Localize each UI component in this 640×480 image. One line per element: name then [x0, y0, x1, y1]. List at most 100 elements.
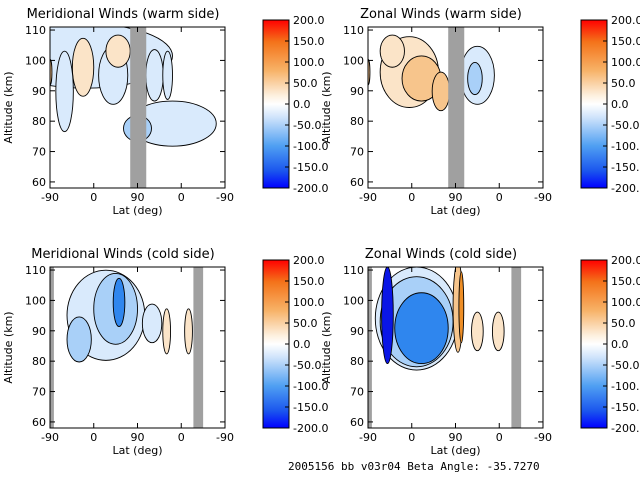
contour-line — [368, 58, 371, 86]
contour-region — [72, 38, 94, 97]
chart-panel-1: 60 70 80 90 100 110 -90 0 90 0 -90 Meridional Winds… — [2, 7, 328, 217]
contour-line — [184, 308, 193, 355]
footer-info: 2005156 bb v03r04 Beta Angle: -35.7270 — [288, 460, 540, 473]
contour-line — [394, 292, 449, 365]
colorbar-tick-label: -100.0 — [293, 380, 328, 393]
colorbar-tick-label: -150.0 — [611, 401, 640, 414]
colorbar-tick-label: 0.0 — [293, 98, 311, 111]
data-gap — [193, 267, 204, 428]
y-axis-label: Altitude (km) — [320, 311, 333, 383]
y-tick-label: 70 — [32, 146, 46, 159]
colorbar-tick-label: 150.0 — [293, 275, 325, 288]
x-tick-label: 0 — [90, 191, 97, 204]
y-axis-label: Altitude (km) — [320, 71, 333, 143]
colorbar-tick-label: 100.0 — [293, 56, 325, 69]
y-tick-label: 70 — [32, 386, 46, 399]
contour-region — [380, 35, 405, 68]
colorbar-tick-label: 200.0 — [293, 14, 325, 27]
contour-line — [162, 50, 173, 100]
colorbar — [580, 19, 608, 189]
colorbar-tick-label: -50.0 — [611, 119, 639, 132]
y-tick-label: 90 — [32, 325, 46, 338]
y-axis-label: Altitude (km) — [2, 71, 15, 143]
y-tick-label: 80 — [32, 355, 46, 368]
data-gap — [50, 267, 54, 428]
contour-line — [162, 308, 172, 355]
colorbar-tick-label: 0.0 — [611, 98, 629, 111]
y-tick-label: 110 — [25, 24, 46, 37]
y-tick-label: 80 — [32, 115, 46, 128]
chart-panel-4: 60 70 80 90 100 110 -90 0 90 0 -90 Zonal Winds (col… — [320, 247, 640, 457]
data-gap — [448, 27, 465, 188]
contour-line — [66, 316, 92, 363]
x-tick-label: 0 — [408, 191, 415, 204]
colorbar-tick-label: -50.0 — [611, 359, 639, 372]
contour-line — [381, 267, 394, 365]
plot-area — [50, 27, 217, 188]
x-tick-label: -90 — [216, 191, 234, 204]
colorbar-tick-label: 0.0 — [611, 338, 629, 351]
contour-line — [93, 272, 138, 345]
colorbar-tick-label: 150.0 — [611, 275, 640, 288]
x-tick-label: 0 — [496, 191, 503, 204]
chart-title: Meridional Winds (cold side) — [31, 247, 214, 262]
y-tick-label: 60 — [350, 176, 364, 189]
x-tick-label: -90 — [359, 431, 377, 444]
x-tick-label: 0 — [90, 431, 97, 444]
x-tick-label: -90 — [359, 191, 377, 204]
x-axis-label: Lat (deg) — [113, 204, 163, 217]
colorbar — [262, 19, 290, 189]
contour-region — [467, 62, 483, 95]
y-tick-label: 100 — [343, 54, 364, 67]
chart-title: Meridional Winds (warm side) — [27, 7, 220, 22]
y-tick-label: 70 — [350, 386, 364, 399]
x-tick-label: 0 — [408, 431, 415, 444]
x-tick-label: -90 — [216, 431, 234, 444]
contour-region — [458, 271, 464, 343]
colorbar-tick-label: 50.0 — [293, 77, 318, 90]
contour-line — [112, 277, 126, 328]
colorbar — [262, 259, 290, 429]
colorbar-tick-label: 0.0 — [293, 338, 311, 351]
y-tick-label: 90 — [350, 85, 364, 98]
contour-region — [471, 312, 484, 351]
contour-region — [105, 35, 131, 68]
x-axis-label: Lat (deg) — [113, 444, 163, 457]
colorbar-tick-label: 150.0 — [293, 35, 325, 48]
x-tick-label: 0 — [178, 431, 185, 444]
x-tick-label: 90 — [131, 191, 145, 204]
contour-region — [113, 278, 125, 327]
y-tick-label: 100 — [343, 294, 364, 307]
colorbar-tick-label: 50.0 — [293, 317, 318, 330]
y-tick-label: 70 — [350, 146, 364, 159]
data-gap — [368, 267, 372, 428]
y-tick-label: 110 — [25, 264, 46, 277]
contour-line — [379, 34, 405, 68]
contour-region — [162, 51, 173, 100]
y-tick-label: 110 — [343, 24, 364, 37]
chart-panel-3: 60 70 80 90 100 110 -90 0 90 0 -90 Meridional Winds… — [2, 247, 328, 457]
x-axis-label: Lat (deg) — [431, 204, 481, 217]
y-tick-label: 90 — [350, 325, 364, 338]
contour-line — [458, 271, 465, 344]
contour-region — [162, 308, 171, 354]
colorbar-tick-label: -200.0 — [611, 182, 640, 195]
chart-title: Zonal Winds (cold side) — [365, 247, 517, 262]
contour-region — [128, 101, 217, 147]
y-tick-label: 80 — [350, 355, 364, 368]
contour-region — [184, 308, 193, 354]
colorbar-tick-label: -100.0 — [611, 380, 640, 393]
colorbar-tick-label: 50.0 — [611, 317, 636, 330]
contour-region — [55, 51, 74, 132]
data-gap — [511, 267, 522, 428]
x-tick-label: 90 — [131, 431, 145, 444]
colorbar-tick-label: -150.0 — [293, 401, 328, 414]
y-tick-label: 60 — [32, 176, 46, 189]
y-tick-label: 80 — [350, 115, 364, 128]
y-tick-label: 110 — [343, 264, 364, 277]
x-axis-label: Lat (deg) — [431, 444, 481, 457]
y-axis-label: Altitude (km) — [2, 311, 15, 383]
colorbar — [580, 259, 608, 429]
x-tick-label: -90 — [41, 431, 59, 444]
